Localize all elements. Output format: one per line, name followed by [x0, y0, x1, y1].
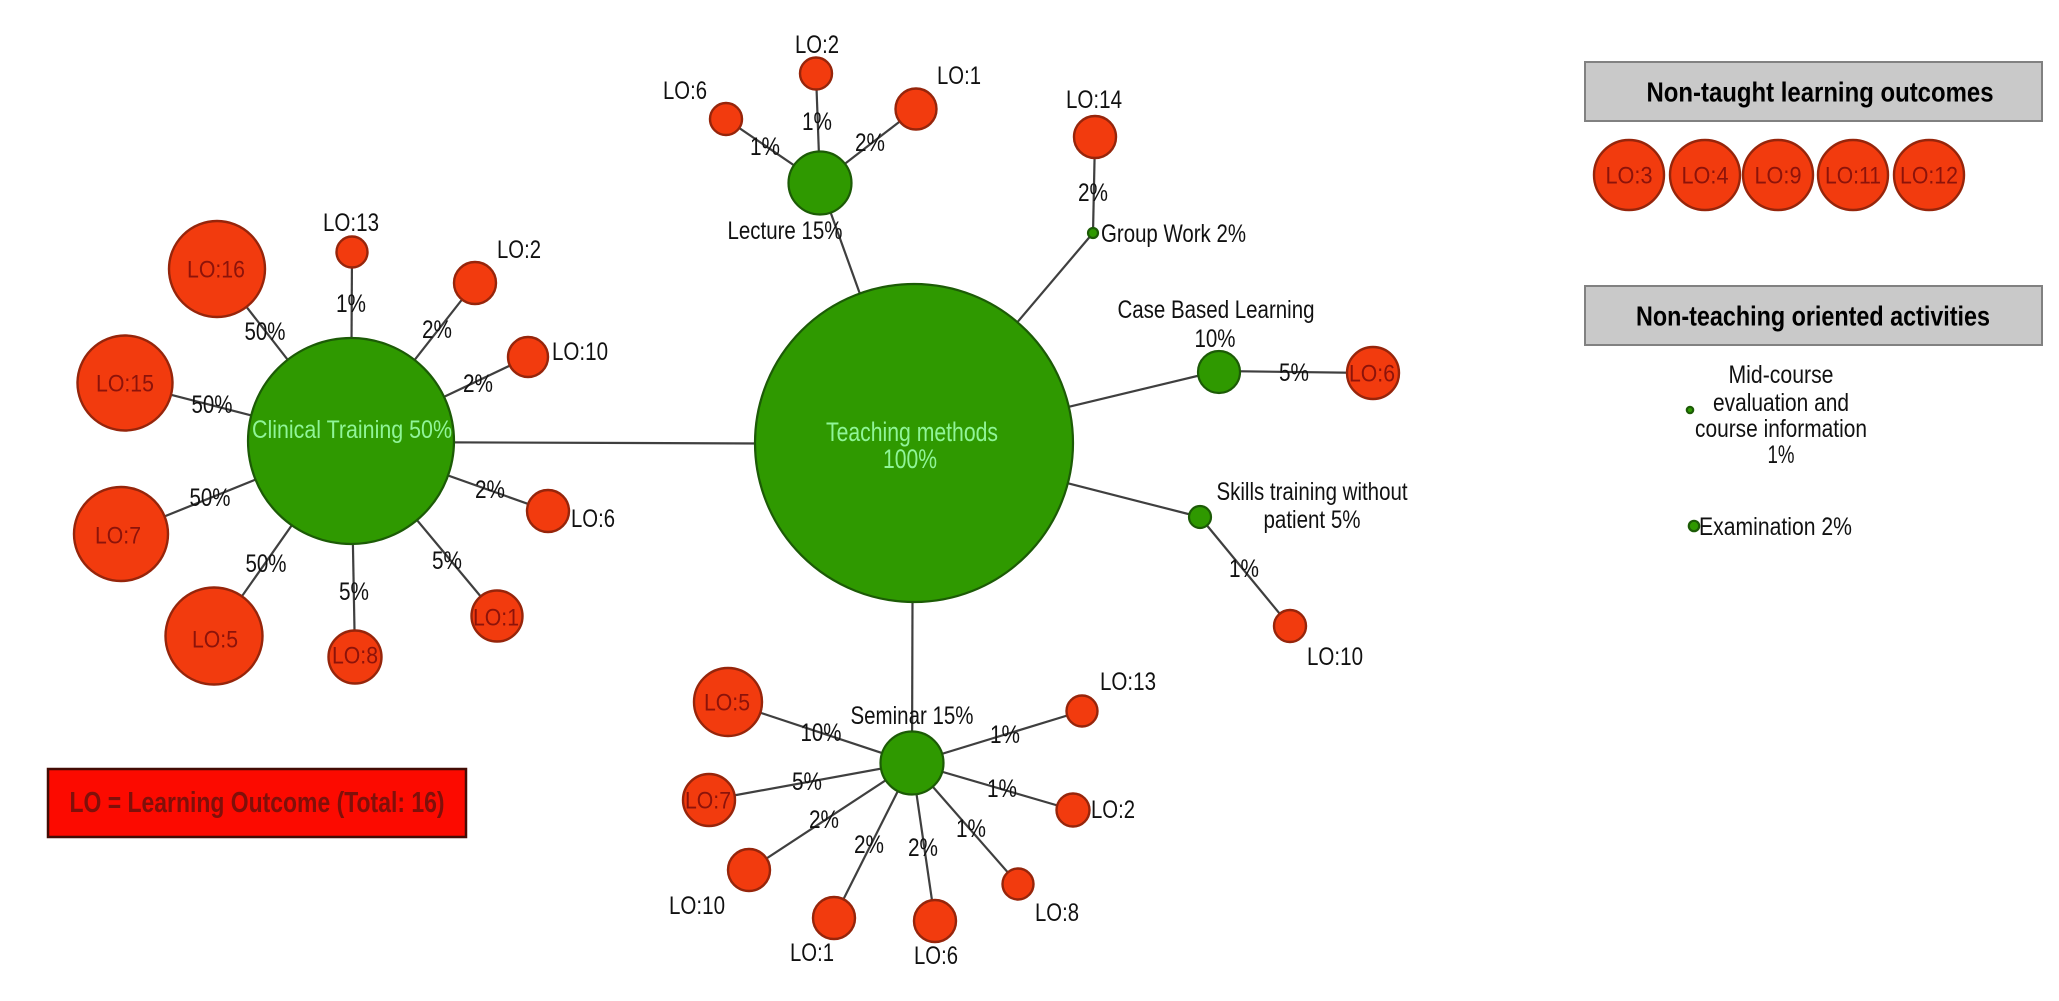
svg-text:LO:14: LO:14	[1066, 86, 1122, 114]
svg-text:LO:13: LO:13	[323, 209, 379, 237]
svg-text:5%: 5%	[339, 578, 369, 606]
svg-text:LO:10: LO:10	[669, 892, 725, 920]
svg-text:2%: 2%	[809, 806, 839, 834]
svg-text:LO:4: LO:4	[1682, 163, 1729, 190]
svg-text:LO:6: LO:6	[914, 942, 958, 970]
svg-text:Clinical Training 50%: Clinical Training 50%	[252, 416, 452, 444]
svg-text:LO:11: LO:11	[1825, 163, 1881, 190]
svg-text:50%: 50%	[190, 484, 231, 512]
svg-text:Lecture 15%: Lecture 15%	[728, 217, 843, 245]
svg-text:LO:13: LO:13	[1100, 668, 1156, 696]
svg-text:LO:5: LO:5	[704, 690, 750, 717]
svg-text:LO:3: LO:3	[1606, 163, 1653, 190]
svg-text:Non-teaching oriented activiti: Non-teaching oriented activities	[1636, 301, 1990, 332]
svg-text:LO:12: LO:12	[1900, 163, 1958, 190]
svg-text:Seminar 15%: Seminar 15%	[851, 702, 974, 730]
svg-text:10%: 10%	[1195, 325, 1236, 353]
svg-text:2%: 2%	[463, 370, 493, 398]
svg-text:50%: 50%	[245, 318, 286, 346]
svg-text:LO:1: LO:1	[790, 939, 834, 967]
svg-text:LO:1: LO:1	[473, 605, 519, 632]
svg-text:1%: 1%	[1229, 555, 1259, 583]
svg-text:2%: 2%	[908, 834, 938, 862]
svg-text:5%: 5%	[792, 768, 822, 796]
svg-text:LO:2: LO:2	[795, 31, 839, 59]
svg-text:100%: 100%	[883, 444, 937, 474]
svg-text:2%: 2%	[1078, 179, 1108, 207]
svg-text:LO:10: LO:10	[1307, 643, 1363, 671]
svg-text:LO:8: LO:8	[332, 643, 378, 670]
svg-text:1%: 1%	[802, 108, 832, 136]
svg-text:LO:7: LO:7	[685, 788, 731, 815]
svg-text:10%: 10%	[801, 719, 842, 747]
svg-text:Case Based Learning: Case Based Learning	[1118, 296, 1315, 324]
svg-text:patient 5%: patient 5%	[1264, 506, 1361, 534]
svg-text:LO:2: LO:2	[1091, 796, 1135, 824]
svg-text:LO:5: LO:5	[192, 627, 238, 654]
svg-text:LO:16: LO:16	[187, 257, 245, 284]
svg-text:LO:8: LO:8	[1035, 899, 1079, 927]
svg-text:Mid-course: Mid-course	[1729, 361, 1834, 389]
svg-text:1%: 1%	[750, 133, 780, 161]
svg-text:2%: 2%	[422, 316, 452, 344]
svg-text:LO:15: LO:15	[96, 371, 154, 398]
svg-text:1%: 1%	[1768, 441, 1795, 469]
svg-text:LO = Learning Outcome (Total:: LO = Learning Outcome (Total: 16)	[70, 787, 445, 819]
svg-text:Non-taught learning outcomes: Non-taught learning outcomes	[1647, 77, 1994, 108]
svg-text:LO:9: LO:9	[1755, 163, 1802, 190]
svg-text:1%: 1%	[987, 775, 1017, 803]
svg-text:2%: 2%	[854, 831, 884, 859]
svg-text:LO:1: LO:1	[937, 62, 981, 90]
svg-text:1%: 1%	[990, 721, 1020, 749]
svg-text:evaluation and: evaluation and	[1713, 389, 1849, 417]
svg-text:2%: 2%	[475, 476, 505, 504]
svg-text:course information: course information	[1695, 415, 1867, 443]
svg-text:1%: 1%	[956, 815, 986, 843]
svg-text:5%: 5%	[432, 547, 462, 575]
svg-text:2%: 2%	[855, 129, 885, 157]
svg-text:Group Work 2%: Group Work 2%	[1101, 220, 1246, 248]
svg-text:LO:6: LO:6	[571, 505, 615, 533]
svg-text:Skills training without: Skills training without	[1217, 478, 1408, 506]
svg-text:LO:6: LO:6	[1349, 361, 1395, 388]
svg-text:5%: 5%	[1279, 359, 1309, 387]
svg-text:1%: 1%	[336, 290, 366, 318]
svg-text:Examination 2%: Examination 2%	[1699, 513, 1852, 541]
svg-text:50%: 50%	[192, 391, 233, 419]
svg-text:LO:6: LO:6	[663, 77, 707, 105]
svg-text:LO:10: LO:10	[552, 338, 608, 366]
svg-text:LO:7: LO:7	[95, 523, 141, 550]
svg-text:Teaching methods: Teaching methods	[826, 417, 998, 447]
svg-text:LO:2: LO:2	[497, 236, 541, 264]
svg-text:50%: 50%	[246, 550, 287, 578]
